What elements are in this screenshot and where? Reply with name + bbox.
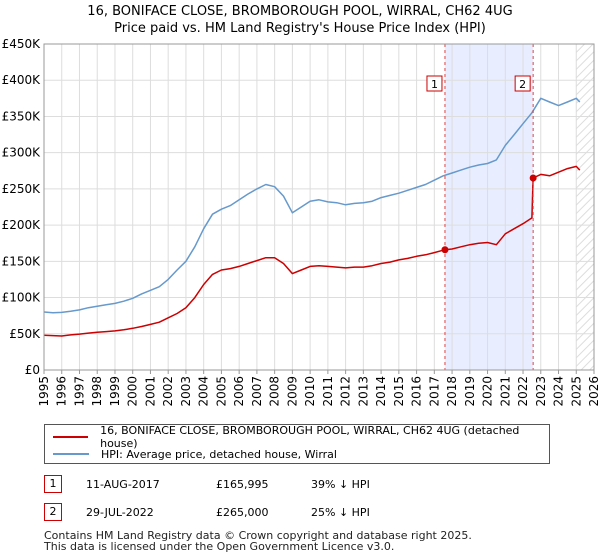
legend-swatch-property: [53, 436, 89, 438]
x-tick-label: 2017: [427, 376, 441, 407]
legend-swatch-hpi: [53, 453, 89, 455]
series-line: [43, 97, 581, 314]
x-tick-label: 2004: [197, 376, 211, 407]
transaction-badge: 1: [44, 475, 62, 493]
y-tick-label: £150K: [2, 254, 42, 268]
x-tick-label: 2026: [587, 376, 600, 407]
marker-label: 2: [519, 78, 526, 91]
x-tick-label: 2024: [552, 376, 566, 407]
x-tick-label: 2018: [445, 376, 459, 407]
plot-frame: [43, 43, 595, 371]
footer: Contains HM Land Registry data © Crown c…: [44, 530, 472, 552]
x-tick-label: 2008: [268, 376, 282, 407]
x-tick-label: 2001: [143, 376, 157, 407]
x-tick-label: 2009: [285, 376, 299, 407]
transaction-date: 11-AUG-2017: [86, 478, 160, 491]
x-tick-label: 2003: [179, 376, 193, 407]
x-tick-label: 2000: [126, 376, 140, 407]
chart-title: 16, BONIFACE CLOSE, BROMBOROUGH POOL, WI…: [87, 4, 512, 19]
purchase-point: [529, 174, 537, 182]
marker-label-box: [514, 75, 531, 92]
x-tick-label: 2014: [374, 376, 388, 407]
x-tick-label: 1996: [55, 376, 69, 407]
x-tick-label: 2023: [534, 376, 548, 407]
footer-licence: This data is licensed under the Open Gov…: [44, 540, 395, 553]
transaction-row: 2 29-JUL-2022 £265,000 25% ↓ HPI: [44, 503, 564, 523]
x-tick-label: 2007: [250, 376, 264, 407]
y-tick-label: £0: [25, 363, 40, 377]
transaction-price: £265,000: [216, 506, 269, 519]
x-tick-label: 2010: [303, 376, 317, 407]
x-tick-label: 2025: [569, 376, 583, 407]
y-tick-label: £450K: [2, 37, 42, 51]
x-tick-label: 2015: [392, 376, 406, 407]
x-tick-label: 1999: [108, 376, 122, 407]
x-tick-label: 1997: [72, 376, 86, 407]
legend: 16, BONIFACE CLOSE, BROMBOROUGH POOL, WI…: [44, 424, 550, 464]
transaction-row: 1 11-AUG-2017 £165,995 39% ↓ HPI: [44, 475, 564, 495]
legend-item-property: 16, BONIFACE CLOSE, BROMBOROUGH POOL, WI…: [53, 424, 549, 450]
x-tick-label: 1998: [90, 376, 104, 407]
x-tick-label: 2022: [516, 376, 530, 407]
x-tick-label: 2002: [161, 376, 175, 407]
x-tick-label: 2021: [498, 376, 512, 407]
legend-label-property: 16, BONIFACE CLOSE, BROMBOROUGH POOL, WI…: [100, 424, 520, 450]
price-chart: 16, BONIFACE CLOSE, BROMBOROUGH POOL, WI…: [2, 4, 600, 407]
y-tick-label: £300K: [2, 146, 42, 160]
x-tick-label: 2005: [214, 376, 228, 407]
y-tick-label: £100K: [2, 291, 42, 305]
footer-copyright: Contains HM Land Registry data © Crown c…: [44, 529, 472, 542]
marker-label-box: [426, 75, 443, 92]
x-tick-label: 2016: [410, 376, 424, 407]
x-tick-label: 2020: [481, 376, 495, 407]
purchase-point: [441, 246, 449, 254]
transaction-price: £165,995: [216, 478, 269, 491]
y-tick-label: £50K: [9, 327, 41, 341]
legend-label-hpi: HPI: Average price, detached house, Wirr…: [101, 447, 337, 461]
x-tick-label: 2012: [339, 376, 353, 407]
y-tick-label: £250K: [2, 182, 42, 196]
x-tick-label: 2013: [356, 376, 370, 407]
x-tick-label: 2006: [232, 376, 246, 407]
marker-label: 1: [431, 78, 438, 91]
series-line: [43, 165, 581, 337]
x-tick-label: 1995: [37, 376, 51, 407]
transaction-date: 29-JUL-2022: [86, 506, 154, 519]
y-tick-label: £350K: [2, 109, 42, 123]
transaction-badge: 2: [44, 503, 62, 521]
legend-item-hpi: HPI: Average price, detached house, Wirr…: [53, 446, 337, 462]
transaction-hpi: 39% ↓ HPI: [311, 478, 370, 491]
y-tick-label: £200K: [2, 218, 42, 232]
y-tick-label: £400K: [2, 73, 42, 87]
x-tick-label: 2019: [463, 376, 477, 407]
ownership-shade: [444, 44, 534, 370]
x-tick-label: 2011: [321, 376, 335, 407]
transaction-hpi: 25% ↓ HPI: [311, 506, 370, 519]
forecast-hatch: [576, 44, 594, 370]
chart-subtitle: Price paid vs. HM Land Registry's House …: [114, 21, 486, 36]
